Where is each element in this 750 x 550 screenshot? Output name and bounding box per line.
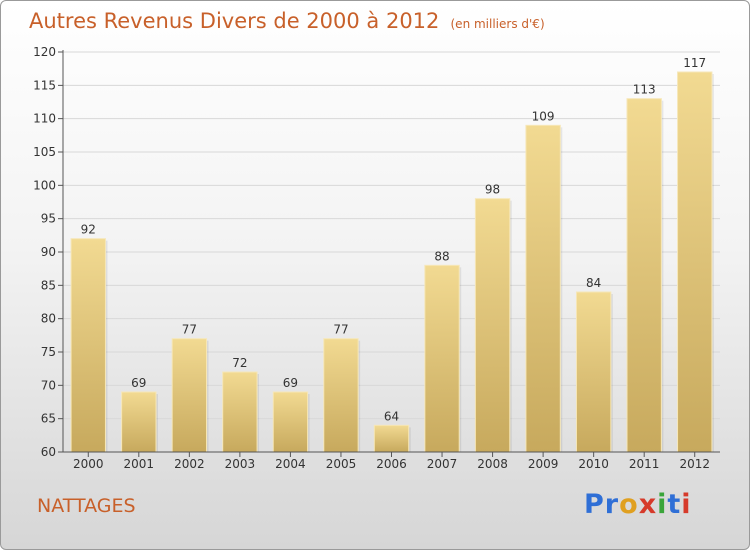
bar-value-label: 113 — [633, 83, 656, 97]
bar — [575, 291, 612, 453]
x-tick-label: 2004 — [275, 457, 306, 471]
y-tick-label: 65 — [41, 412, 56, 426]
logo-letter: P — [584, 489, 605, 520]
bar-value-label: 72 — [232, 356, 247, 370]
bar-value-label: 69 — [131, 376, 146, 390]
x-tick-label: 2008 — [477, 457, 508, 471]
commune-name: NATTAGES — [37, 495, 136, 517]
bar-value-label: 77 — [182, 323, 197, 337]
y-tick-label: 110 — [33, 112, 56, 126]
bar — [272, 391, 309, 453]
x-tick-label: 2012 — [679, 457, 710, 471]
x-tick-label: 2007 — [427, 457, 458, 471]
x-tick-label: 2002 — [174, 457, 205, 471]
bar — [474, 198, 511, 453]
bar — [121, 391, 157, 453]
x-tick-label: 2011 — [629, 457, 660, 471]
logo-letter: i — [681, 489, 692, 520]
logo-letter: t — [667, 489, 682, 520]
bar-value-label: 88 — [434, 249, 449, 263]
y-tick-label: 60 — [41, 445, 56, 459]
bar — [525, 124, 561, 453]
y-tick-label: 115 — [33, 78, 56, 92]
bar-value-label: 92 — [81, 223, 96, 237]
x-tick-label: 2001 — [124, 457, 155, 471]
logo-letter: o — [619, 489, 639, 520]
bar — [323, 338, 359, 453]
bar-value-label: 77 — [333, 323, 348, 337]
y-tick-label: 90 — [41, 245, 56, 259]
bar-value-label: 64 — [384, 409, 399, 423]
bar — [424, 264, 460, 453]
y-tick-label: 100 — [33, 178, 56, 192]
bar — [70, 238, 106, 453]
y-tick-label: 105 — [33, 145, 56, 159]
bar-value-label: 98 — [485, 183, 500, 197]
bar-value-label: 69 — [283, 376, 298, 390]
x-tick-label: 2006 — [376, 457, 407, 471]
y-tick-label: 95 — [41, 212, 56, 226]
y-tick-label: 75 — [41, 345, 56, 359]
bar — [626, 98, 662, 453]
y-tick-label: 80 — [41, 312, 56, 326]
x-tick-label: 2005 — [326, 457, 357, 471]
proxiti-logo: Proxiti — [584, 489, 692, 520]
x-tick-label: 2000 — [73, 457, 104, 471]
chart-subtitle: (en milliers d'€) — [450, 17, 545, 31]
axes: 60 65 70 75 80 85 90 95 100 105 110 115 120 2000 2001 2… — [33, 45, 720, 471]
logo-letter: r — [604, 489, 620, 520]
bar-value-label: 117 — [683, 56, 706, 70]
grid-lines — [63, 51, 720, 420]
chart-title-block: Autres Revenus Divers de 2000 à 2012 (en… — [29, 9, 545, 33]
chart-title: Autres Revenus Divers de 2000 à 2012 — [29, 9, 440, 33]
bars: 92 69 77 72 69 77 64 88 98 109 84 113 117 — [70, 56, 714, 453]
bar-value-label: 84 — [586, 276, 601, 290]
bar-value-label: 109 — [532, 109, 555, 123]
logo-letter: i — [657, 489, 668, 520]
x-tick-label: 2009 — [528, 457, 559, 471]
y-tick-label: 120 — [33, 45, 56, 59]
y-tick-label: 70 — [41, 378, 56, 392]
bar — [373, 424, 410, 453]
bar — [171, 338, 208, 453]
logo-letter: x — [638, 489, 658, 520]
x-tick-label: 2010 — [578, 457, 609, 471]
bar — [222, 371, 258, 453]
x-tick-label: 2003 — [225, 457, 256, 471]
y-tick-label: 85 — [41, 278, 56, 292]
bar — [677, 71, 713, 453]
